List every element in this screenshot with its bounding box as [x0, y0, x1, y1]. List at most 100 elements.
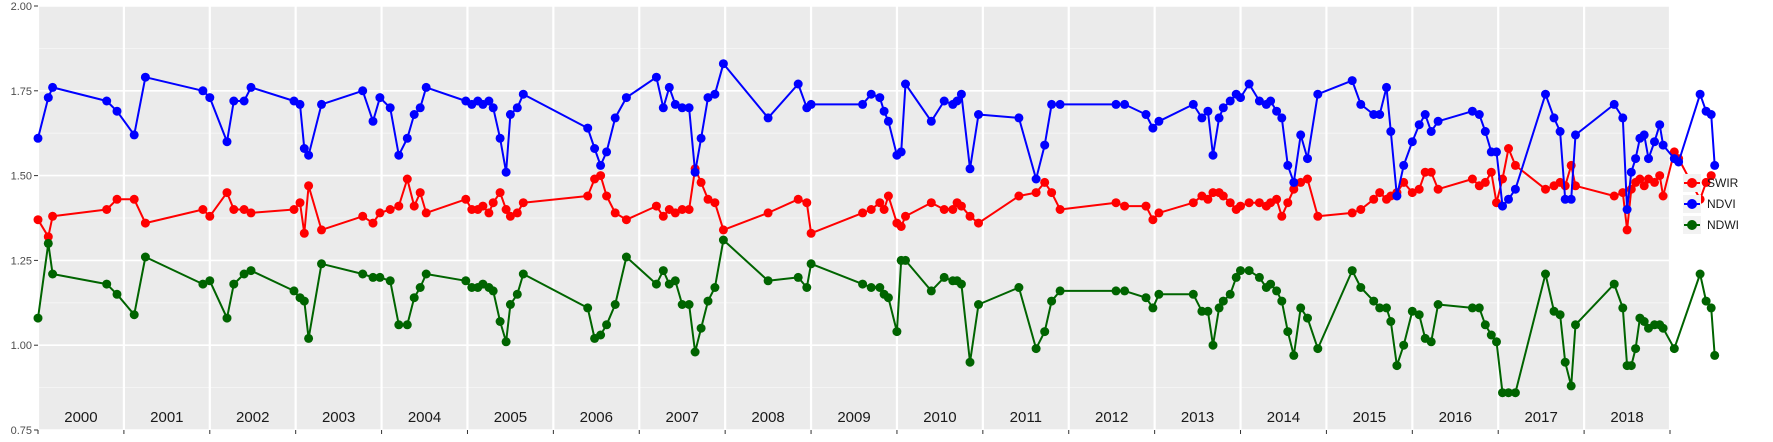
data-point	[505, 300, 515, 309]
data-point	[1560, 181, 1570, 191]
data-point	[415, 188, 425, 198]
data-point	[1639, 317, 1649, 326]
data-point	[1231, 272, 1241, 282]
data-point	[1492, 337, 1501, 347]
data-point	[1399, 340, 1409, 350]
data-point	[375, 93, 385, 103]
data-point	[1541, 89, 1550, 99]
data-point	[718, 235, 728, 245]
y-tick-label: 0.75	[11, 425, 32, 437]
data-point	[621, 93, 631, 103]
data-point	[1272, 194, 1282, 204]
data-point	[1254, 272, 1264, 282]
data-point	[1047, 188, 1057, 198]
y-tick-label: 2.00	[11, 1, 32, 13]
data-point	[368, 272, 378, 282]
data-point	[664, 82, 674, 92]
data-point	[703, 296, 713, 306]
data-point	[866, 283, 876, 292]
data-point	[926, 286, 936, 296]
data-point	[1399, 177, 1409, 187]
data-point	[1420, 110, 1430, 119]
data-point	[1407, 188, 1417, 198]
year-label: 2014	[1267, 409, 1300, 426]
data-point	[33, 215, 43, 225]
data-point	[1277, 296, 1287, 306]
year-label: 2010	[923, 409, 956, 426]
data-point	[1014, 191, 1024, 201]
data-point	[610, 300, 620, 309]
data-point	[879, 106, 889, 116]
data-point	[718, 59, 728, 69]
data-point	[461, 276, 471, 286]
legend-key-point	[1687, 199, 1697, 209]
grid-lines	[36, 5, 1672, 431]
data-point	[1347, 76, 1357, 86]
data-point	[304, 150, 314, 160]
data-point	[112, 106, 122, 116]
legend: SWIR NDVI NDWI	[1683, 174, 1739, 234]
year-label: 2000	[64, 409, 97, 426]
legend-item-ndwi: NDWI	[1683, 216, 1739, 234]
x-axis	[37, 430, 1671, 434]
legend-label: SWIR	[1707, 176, 1739, 190]
data-point	[602, 147, 612, 157]
data-point	[1214, 113, 1224, 123]
data-point	[1283, 327, 1293, 337]
data-point	[1504, 194, 1513, 204]
data-point	[956, 279, 966, 289]
data-point	[43, 238, 53, 248]
data-point	[501, 205, 511, 214]
data-point	[1701, 296, 1711, 306]
data-point	[1289, 177, 1299, 187]
data-point	[1639, 130, 1649, 140]
data-point	[317, 225, 326, 235]
data-point	[1566, 381, 1576, 391]
data-point	[710, 89, 720, 99]
data-point	[696, 133, 706, 143]
data-point	[956, 201, 966, 211]
data-point	[409, 201, 419, 211]
data-point	[33, 313, 43, 323]
data-point	[229, 205, 239, 214]
data-point	[690, 347, 700, 357]
data-point	[488, 103, 498, 113]
data-point	[1375, 303, 1385, 313]
data-point	[875, 198, 885, 208]
data-point	[48, 82, 58, 92]
data-point	[1631, 154, 1641, 164]
data-point	[1510, 160, 1520, 170]
data-point	[1154, 289, 1164, 299]
data-point	[763, 113, 773, 123]
data-point	[1618, 188, 1628, 198]
data-point	[222, 313, 232, 323]
data-point	[1655, 120, 1665, 130]
data-point	[229, 96, 239, 106]
data-point	[289, 205, 299, 214]
year-label: 2003	[322, 409, 355, 426]
data-point	[883, 116, 893, 126]
data-point	[488, 286, 498, 296]
data-point	[1480, 320, 1490, 330]
data-point	[1560, 357, 1570, 367]
year-label: 2011	[1010, 409, 1042, 426]
data-point	[1188, 198, 1198, 208]
data-point	[1609, 279, 1619, 289]
data-point	[1674, 157, 1684, 167]
data-point	[385, 276, 395, 286]
data-point	[1571, 320, 1580, 330]
legend-key-point	[1687, 220, 1697, 230]
data-point	[1504, 388, 1513, 398]
data-point	[1272, 106, 1282, 116]
data-point	[394, 201, 404, 211]
data-point	[793, 272, 803, 282]
data-point	[1622, 205, 1632, 214]
data-point	[1609, 191, 1619, 201]
data-point	[1197, 113, 1207, 123]
data-point	[1474, 303, 1484, 313]
data-point	[505, 110, 515, 119]
data-point	[317, 259, 326, 269]
data-point	[1644, 154, 1653, 164]
data-point	[1635, 174, 1645, 184]
data-point	[1618, 113, 1628, 123]
